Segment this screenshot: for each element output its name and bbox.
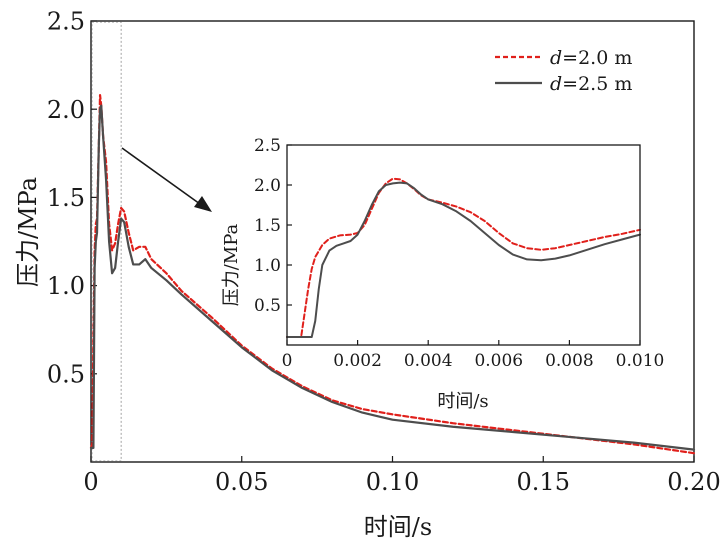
inset-y-tick-label: 2.5: [254, 136, 281, 156]
main-x-tick-label: 0.15: [517, 468, 570, 496]
main-y-tick-label: 2.0: [47, 96, 85, 124]
main-y-tick-label: 0.5: [47, 360, 85, 388]
inset-y-axis-label: 压力/MPa: [221, 223, 242, 306]
inset-series-group: [286, 177, 641, 338]
main-y-tick-label: 2.5: [47, 8, 85, 36]
inset-series-d2-5: [286, 181, 641, 338]
inset-x-tick-label: 0.010: [616, 351, 665, 371]
main-series-d2-5: [89, 104, 696, 451]
legend-label-d2-0: d=2.0 m: [550, 47, 632, 69]
zoom-region-indicator: [91, 21, 122, 462]
main-y-tick-label: 1.0: [47, 272, 85, 300]
inset-y-tick-label: 1.5: [254, 216, 281, 236]
inset-y-tick-label: 0.5: [254, 296, 281, 316]
main-series-group: [89, 93, 696, 455]
legend: d=2.0 m d=2.5 m: [495, 47, 632, 95]
inset-x-tick-label: 0.006: [474, 351, 523, 371]
inset-x-tick-label: 0.004: [404, 351, 453, 371]
main-x-axis-label: 时间/s: [364, 513, 432, 541]
inset-x-tick-label: 0.002: [333, 351, 382, 371]
main-x-tick-label: 0.20: [667, 468, 720, 496]
inset-y-tick-label: 1.0: [254, 256, 281, 276]
legend-label-d2-5: d=2.5 m: [550, 73, 632, 95]
main-x-tick-label: 0.10: [366, 468, 419, 496]
zoom-arrow-line: [121, 147, 201, 205]
inset-plot-frame: [286, 144, 641, 346]
inset-x-axis-label: 时间/s: [437, 391, 488, 412]
main-y-axis-label: 压力/MPa: [14, 177, 42, 287]
main-x-tick-label: 0.05: [215, 468, 268, 496]
inset-y-tick-label: 2.0: [254, 176, 281, 196]
inset-background: [287, 145, 640, 345]
inset-x-tick-label: 0: [282, 351, 293, 371]
main-y-tick-label: 1.5: [47, 184, 85, 212]
main-x-tick-label: 0: [83, 468, 98, 496]
zoom-arrow-head: [194, 196, 212, 212]
inset-x-tick-label: 0.008: [545, 351, 594, 371]
